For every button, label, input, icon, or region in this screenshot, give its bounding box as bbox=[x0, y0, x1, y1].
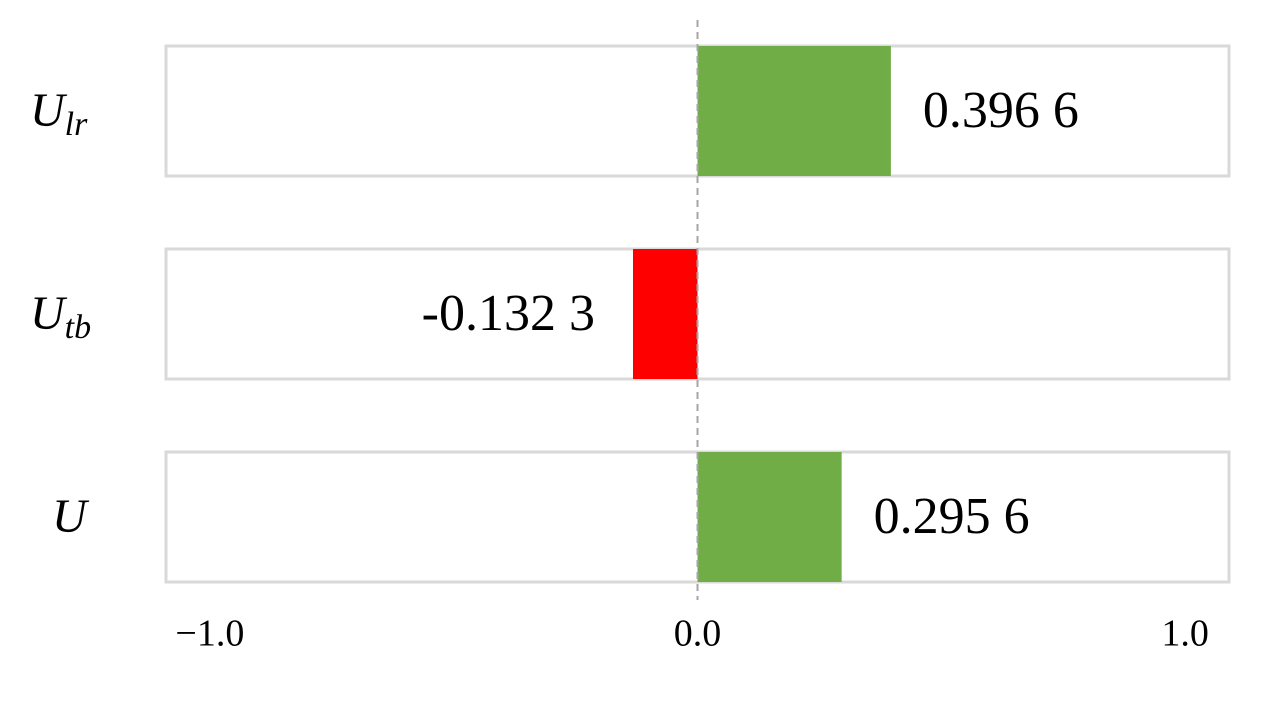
category-base: U bbox=[30, 287, 68, 340]
value-label: -0.132 3 bbox=[422, 285, 595, 342]
category-base: U bbox=[30, 84, 68, 137]
x-tick-label: 1.0 bbox=[1161, 613, 1209, 655]
category-subscript: tb bbox=[65, 309, 91, 346]
category-base: U bbox=[52, 490, 90, 543]
category-label: Utb bbox=[30, 287, 91, 346]
value-label: 0.396 6 bbox=[923, 82, 1079, 139]
x-tick-label: −1.0 bbox=[175, 613, 244, 655]
bar bbox=[632, 249, 698, 379]
x-tick-label: 0.0 bbox=[674, 613, 722, 655]
bar bbox=[697, 452, 842, 582]
bar bbox=[697, 46, 891, 176]
category-label: U bbox=[52, 490, 90, 543]
value-label: 0.295 6 bbox=[874, 488, 1030, 545]
category-label: Ulr bbox=[30, 84, 88, 143]
category-subscript: lr bbox=[65, 106, 88, 143]
